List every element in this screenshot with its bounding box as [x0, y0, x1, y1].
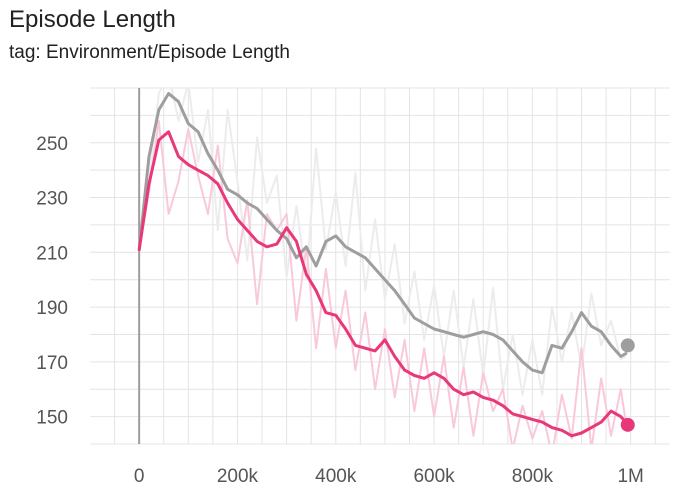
smoothed-series-line-0 [137, 92, 628, 375]
x-axis-tick-labels: 0 200k 400k 600k 800k 1M [134, 466, 644, 487]
x-tick-label: 600k [413, 466, 455, 487]
series-end-marker-0 [620, 338, 635, 353]
y-tick-label: 210 [36, 243, 68, 264]
smoothed-series-line-1 [137, 130, 628, 438]
y-tick-label: 230 [36, 189, 68, 210]
x-tick-label: 1M [617, 466, 643, 487]
y-tick-label: 250 [36, 134, 68, 155]
series-end-marker-1 [620, 417, 635, 432]
x-tick-label: 0 [134, 466, 145, 487]
y-tick-label: 190 [36, 298, 68, 319]
chart-title: Episode Length [9, 6, 176, 33]
smoothed-series-lines [137, 92, 628, 438]
y-axis-tick-labels: 150 170 190 210 230 250 [36, 134, 68, 429]
x-tick-label: 400k [315, 466, 357, 487]
raw-series-lines [138, 88, 627, 444]
y-tick-label: 150 [36, 408, 68, 429]
y-tick-label: 170 [36, 353, 68, 374]
x-tick-label: 200k [217, 466, 259, 487]
series-end-markers [620, 338, 635, 432]
chart-subtitle: tag: Environment/Episode Length [9, 42, 290, 63]
x-tick-label: 800k [512, 466, 554, 487]
